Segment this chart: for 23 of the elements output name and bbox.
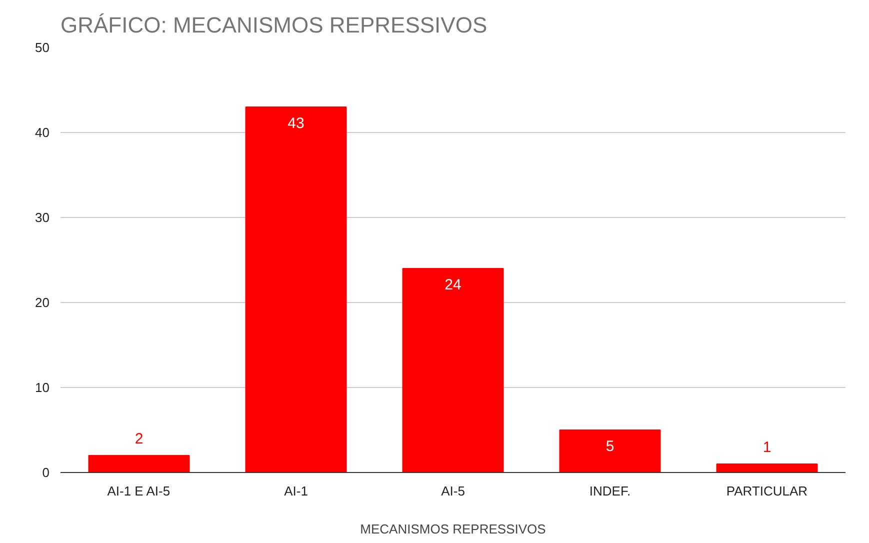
data-label: 24 xyxy=(444,276,462,294)
x-tick-label: PARTICULAR xyxy=(726,484,808,498)
y-tick-label: 10 xyxy=(35,380,50,395)
x-tick-label: AI-5 xyxy=(441,484,465,498)
bar xyxy=(559,430,661,472)
x-tick-label: INDEF. xyxy=(589,484,631,498)
chart-title: GRÁFICO: MECANISMOS REPRESSIVOS xyxy=(60,12,488,38)
data-label: 2 xyxy=(134,430,144,448)
x-tick-label: AI-1 E AI-5 xyxy=(107,484,170,498)
y-tick-label: 40 xyxy=(35,125,50,140)
x-tick-label: AI-1 xyxy=(284,484,308,498)
bar xyxy=(716,464,818,472)
y-tick-label: 20 xyxy=(35,295,50,310)
y-tick-label: 0 xyxy=(42,465,50,480)
y-tick-label: 50 xyxy=(35,40,50,55)
data-label: 1 xyxy=(762,439,772,456)
data-label: 5 xyxy=(606,438,614,455)
data-label: 43 xyxy=(288,115,304,132)
y-tick-label: 30 xyxy=(35,210,50,225)
bar xyxy=(88,455,190,472)
bar xyxy=(402,268,504,472)
bar xyxy=(245,106,347,472)
x-axis-title: MECANISMOS REPRESSIVOS xyxy=(360,522,546,536)
